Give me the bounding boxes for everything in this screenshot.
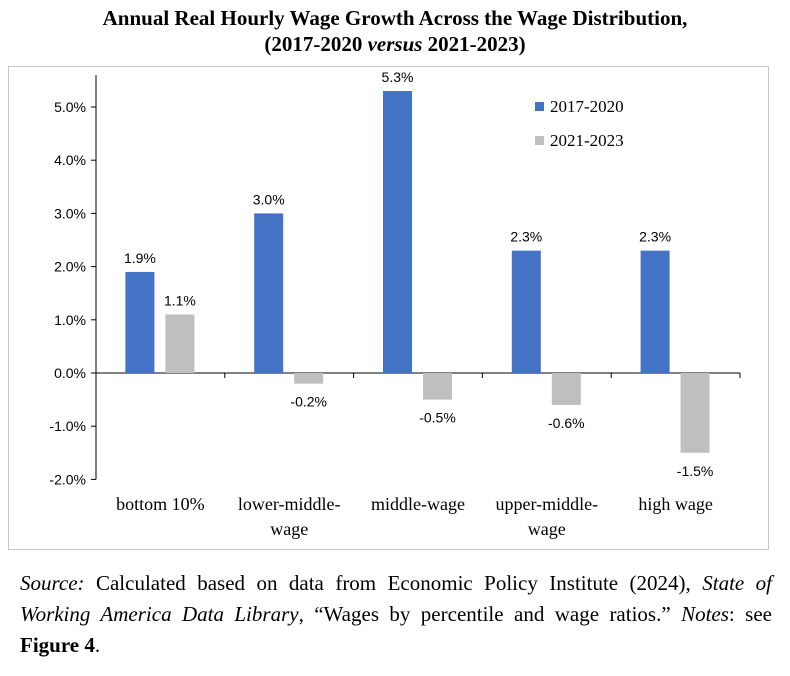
chart-frame <box>8 66 769 550</box>
title-part: (2017-2020 <box>264 32 368 56</box>
data-label: 3.0% <box>253 191 285 207</box>
legend-swatch <box>535 136 544 145</box>
y-tick-label: -1.0% <box>49 418 86 434</box>
data-label: -0.6% <box>548 415 585 431</box>
bar-series2 <box>551 373 581 405</box>
source-text: , “Wages by percentile and wage ratios.” <box>298 602 682 626</box>
category-label: wage <box>528 519 566 539</box>
chart-title-line2: (2017-2020 versus 2021-2023) <box>0 31 790 57</box>
notes-text: : see <box>728 602 772 626</box>
bar-series1 <box>254 213 284 373</box>
category-label: high wage <box>638 494 712 514</box>
category-label: middle-wage <box>371 494 465 514</box>
data-label: -0.2% <box>290 394 327 410</box>
source-label: Source: <box>20 571 85 595</box>
legend-label: 2021-2023 <box>550 131 624 150</box>
chart-title-line1: Annual Real Hourly Wage Growth Across th… <box>102 6 688 30</box>
category-label: upper-middle- <box>495 494 598 514</box>
title-versus: versus <box>367 32 423 56</box>
y-tick-label: 2.0% <box>54 259 86 275</box>
bar-chart: -2.0% -1.0% 0.0% 1.0% 2.0% 3.0% 4.0% 5.0% 1.9% 1.… <box>49 69 741 539</box>
legend-label: 2017-2020 <box>550 97 624 116</box>
source-text: Calculated based on data from Economic P… <box>84 571 703 595</box>
bar-series1 <box>511 250 541 373</box>
title-part: 2021-2023) <box>422 32 526 56</box>
bar-series1 <box>383 91 412 373</box>
data-label: -1.5% <box>677 463 714 479</box>
figure-ref: Figure 4 <box>20 633 95 657</box>
data-label: 1.9% <box>124 250 156 266</box>
data-label: 2.3% <box>510 229 542 245</box>
bar-series1 <box>125 271 155 373</box>
legend-swatch <box>535 102 544 111</box>
category-label: bottom 10% <box>116 494 205 514</box>
bar-series2 <box>165 314 195 373</box>
data-label: 5.3% <box>382 69 414 85</box>
y-tick-label: 0.0% <box>54 365 86 381</box>
data-label: 2.3% <box>639 229 671 245</box>
y-tick-label: 3.0% <box>54 205 86 221</box>
source-title: State of Working America Data Library <box>20 571 773 626</box>
source-note: Source: Calculated based on data from Ec… <box>20 568 772 661</box>
bar-series2 <box>680 373 710 453</box>
bar-series2 <box>423 373 452 400</box>
category-label: wage <box>270 519 308 539</box>
category-label: lower-middle- <box>238 494 341 514</box>
y-tick-label: -2.0% <box>49 471 86 487</box>
y-tick-label: 1.0% <box>54 312 86 328</box>
data-label: -0.5% <box>419 410 456 426</box>
notes-label: Notes <box>681 602 729 626</box>
source-end: . <box>94 633 101 657</box>
bar-series1 <box>640 250 670 373</box>
bar-series2 <box>294 373 324 384</box>
y-tick-label: 4.0% <box>54 152 86 168</box>
data-label: 1.1% <box>164 292 196 308</box>
y-tick-label: 5.0% <box>54 99 86 115</box>
